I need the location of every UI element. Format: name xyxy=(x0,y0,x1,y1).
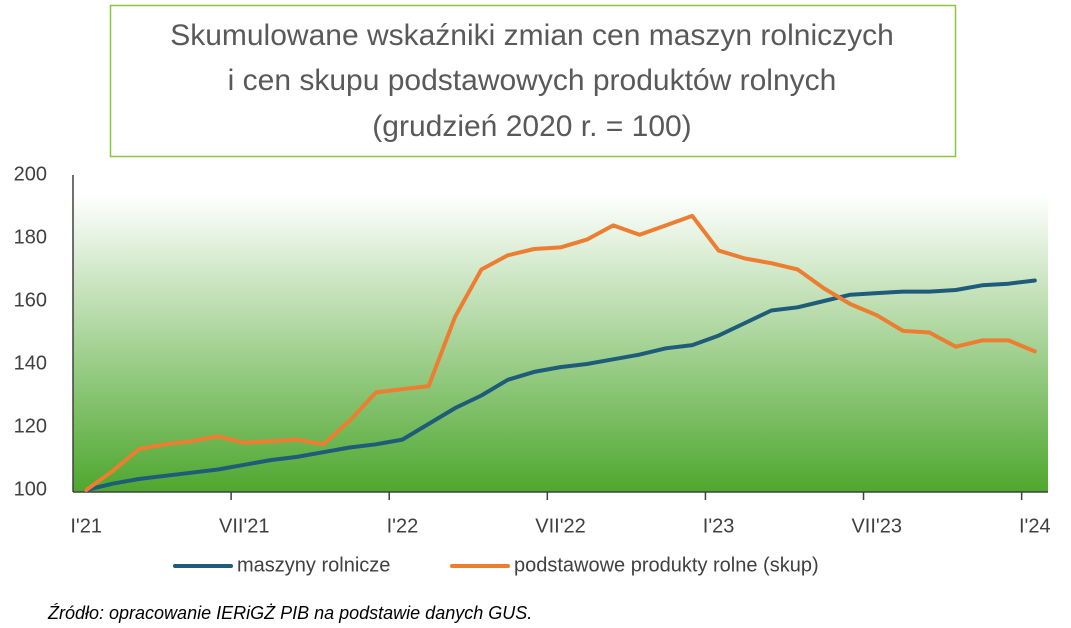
x-tick-label: I'23 xyxy=(703,515,735,537)
chart-title: Skumulowane wskaźniki zmian cen maszyn r… xyxy=(170,19,894,52)
legend-label: maszyny rolnicze xyxy=(237,554,390,576)
legend-label: podstawowe produkty rolne (skup) xyxy=(514,554,819,576)
source: Źródło: opracowanie IERiGŻ PIB na podsta… xyxy=(47,603,532,623)
series-line xyxy=(84,278,1037,492)
y-tick-label: 160 xyxy=(14,289,47,311)
x-tick-label: I'24 xyxy=(1019,515,1051,537)
x-tick-label: I'21 xyxy=(70,515,102,537)
x-tick-label: VII'21 xyxy=(219,515,270,537)
x-tick-label: I'22 xyxy=(387,515,419,537)
chart-title: (grudzień 2020 r. = 100) xyxy=(372,110,691,143)
y-tick-label: 140 xyxy=(14,352,47,374)
y-tick-label: 200 xyxy=(14,163,47,185)
y-tick-label: 180 xyxy=(14,226,47,248)
title-box xyxy=(109,4,957,158)
plot-background xyxy=(73,195,1048,492)
series-line xyxy=(84,213,1037,492)
y-tick-label: 100 xyxy=(14,478,47,500)
x-tick-label: VII'23 xyxy=(851,515,902,537)
y-tick-label: 120 xyxy=(14,415,47,437)
x-tick-label: VII'22 xyxy=(535,515,586,537)
chart-title: i cen skupu podstawowych produktów rolny… xyxy=(228,64,837,97)
